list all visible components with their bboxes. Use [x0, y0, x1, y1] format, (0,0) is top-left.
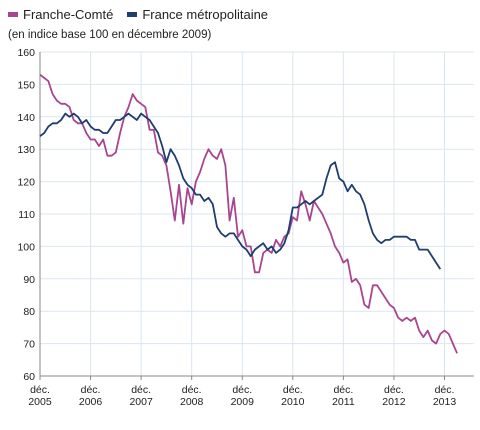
y-tick-label: 160 — [17, 47, 35, 59]
series-line-franche-comte — [39, 73, 458, 354]
chart-legend: Franche-Comté France métropolitaine — [8, 7, 268, 22]
y-tick-label: 150 — [17, 79, 35, 91]
x-tick-label: déc. — [333, 384, 353, 396]
chart-subtitle: (en indice base 100 en décembre 2009) — [8, 29, 212, 41]
x-tick-label: 2010 — [281, 396, 305, 408]
x-tick-label: déc. — [283, 384, 303, 396]
series-line-france-metropolitaine — [39, 112, 442, 270]
legend-label-franche-comte: Franche-Comté — [23, 7, 114, 22]
x-tick-label: déc. — [384, 384, 404, 396]
legend-swatch-france-metropolitaine — [127, 12, 138, 17]
y-tick-label: 80 — [23, 306, 35, 318]
y-tick-label: 100 — [17, 241, 35, 253]
x-tick-label: 2009 — [231, 396, 255, 408]
legend-swatch-franche-comte — [8, 12, 18, 17]
y-tick-label: 120 — [17, 177, 35, 189]
x-tick-label: 2005 — [28, 396, 52, 408]
x-tick-label: 2012 — [382, 396, 406, 408]
legend-item-franche-comte: Franche-Comté — [8, 7, 113, 22]
y-tick-label: 110 — [18, 209, 35, 221]
x-tick-label: 2006 — [79, 396, 103, 408]
x-tick-label: 2013 — [433, 396, 457, 408]
x-tick-label: déc. — [435, 384, 455, 396]
x-tick-label: 2011 — [332, 396, 355, 408]
x-tick-label: déc. — [131, 384, 151, 396]
y-tick-label: 70 — [23, 339, 35, 351]
y-tick-label: 130 — [17, 144, 35, 156]
x-tick-label: déc. — [30, 384, 50, 396]
legend-item-france-metropolitaine: France métropolitaine — [127, 7, 268, 22]
y-tick-label: 90 — [23, 274, 35, 286]
x-tick-label: déc. — [182, 384, 202, 396]
x-tick-label: 2008 — [180, 396, 204, 408]
x-tick-label: déc. — [232, 384, 252, 396]
x-tick-label: déc. — [81, 384, 101, 396]
y-tick-label: 140 — [17, 112, 35, 124]
legend-label-france-metropolitaine: France métropolitaine — [142, 7, 269, 22]
y-tick-label: 60 — [23, 371, 35, 383]
x-tick-label: 2007 — [129, 396, 153, 408]
